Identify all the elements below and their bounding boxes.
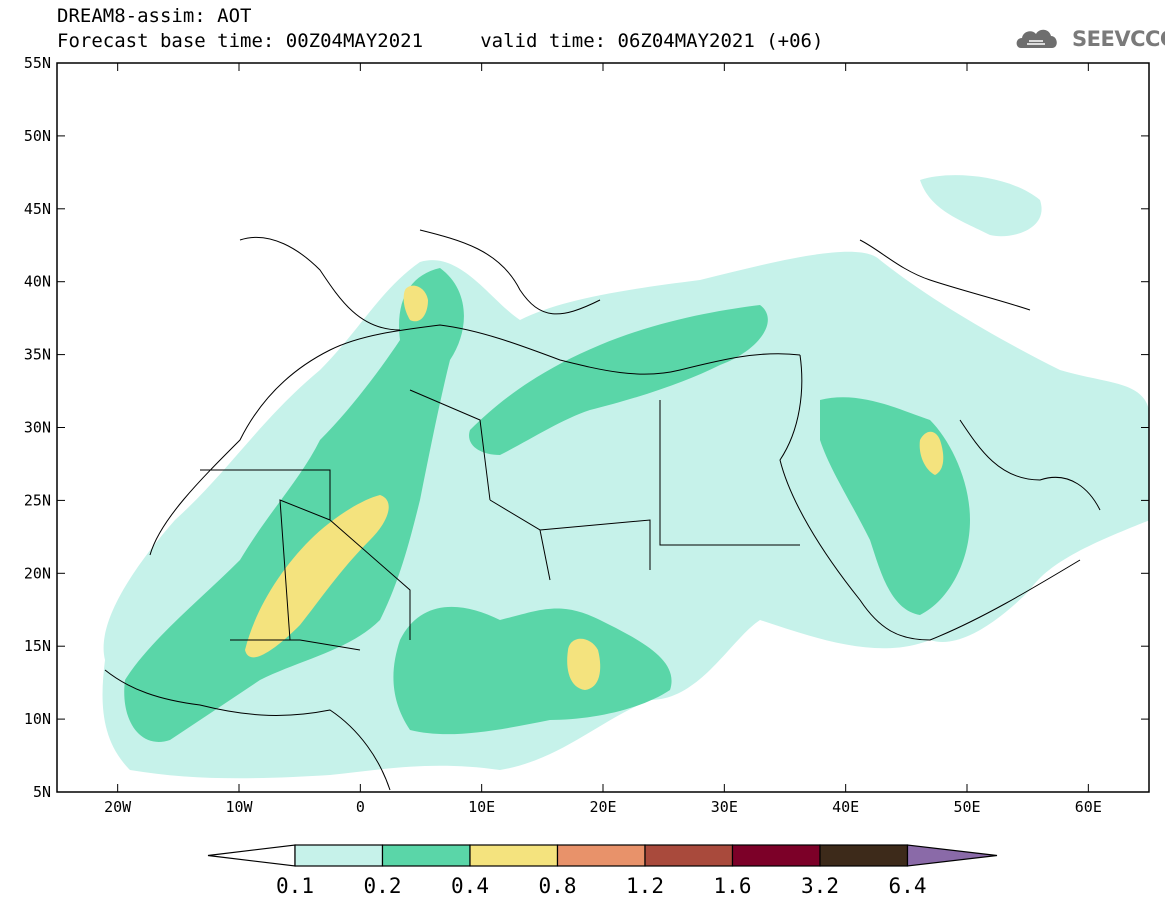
lat-tick-label: 5N <box>33 783 51 801</box>
aot-level-yellow-chad <box>567 638 601 690</box>
colorbar-segment <box>556 844 646 867</box>
colorbar: 0.1 0.2 0.4 0.8 1.2 1.6 3.2 6.4 <box>207 844 998 898</box>
aot-level-green-west <box>124 268 464 742</box>
lon-tick-label: 60E <box>1075 798 1102 816</box>
aot-level-yellow-algeria <box>403 285 428 322</box>
seevccc-cloud-logo-icon <box>1016 29 1057 48</box>
lon-tick-label: 40E <box>832 798 859 816</box>
colorbar-level-label: 6.4 <box>889 874 927 898</box>
lon-tick-label: 20E <box>589 798 616 816</box>
aot-level-light-east <box>920 175 1042 237</box>
colorbar-upper-arrow <box>906 844 998 867</box>
lon-tick-label: 10E <box>468 798 495 816</box>
aot-level-green-central <box>393 606 672 735</box>
coastlines <box>104 229 1101 791</box>
latitude-axis: 55N 50N 45N 40N 35N 30N 25N 20N 15N 10N 5N <box>24 54 1149 801</box>
colorbar-level-label: 0.4 <box>451 874 489 898</box>
lat-tick-label: 15N <box>24 637 51 655</box>
map-title: DREAM8-assim: AOT <box>57 5 252 27</box>
colorbar-level-label: 3.2 <box>801 874 839 898</box>
aot-level-yellow-iraq <box>919 431 944 475</box>
forecast-time-line: Forecast base time: 00Z04MAY2021 valid t… <box>57 30 824 52</box>
colorbar-level-label: 1.6 <box>714 874 752 898</box>
colorbar-segment <box>294 844 384 867</box>
colorbar-segment <box>644 844 734 867</box>
lat-tick-label: 35N <box>24 346 51 364</box>
colorbar-segment <box>731 844 821 867</box>
lon-tick-label: 50E <box>953 798 980 816</box>
colorbar-level-label: 0.1 <box>276 874 314 898</box>
colorbar-segment <box>381 844 471 867</box>
lon-tick-label: 10W <box>225 798 253 816</box>
lon-tick-label: 0 <box>356 798 365 816</box>
lat-tick-label: 50N <box>24 127 51 145</box>
longitude-axis: 20W 10W 0 10E 20E 30E 40E 50E 60E <box>104 63 1102 816</box>
lon-tick-label: 30E <box>711 798 738 816</box>
lat-tick-label: 30N <box>24 419 51 437</box>
aot-level-yellow-sahel <box>245 495 389 658</box>
colorbar-level-label: 0.8 <box>539 874 577 898</box>
lat-tick-label: 45N <box>24 200 51 218</box>
colorbar-level-label: 1.2 <box>626 874 664 898</box>
logo-text: SEEVCCC <box>1072 27 1165 51</box>
lat-tick-label: 10N <box>24 710 51 728</box>
lat-tick-label: 40N <box>24 273 51 291</box>
colorbar-segment <box>819 844 909 867</box>
colorbar-level-label: 0.2 <box>364 874 402 898</box>
aot-level-light <box>102 251 1149 779</box>
lat-tick-label: 25N <box>24 491 51 509</box>
colorbar-segment <box>469 844 559 867</box>
colorbar-lower-arrow <box>207 844 296 867</box>
lat-tick-label: 20N <box>24 564 51 582</box>
aot-level-green-med <box>469 305 768 455</box>
lon-tick-label: 20W <box>104 798 132 816</box>
lat-tick-label: 55N <box>24 54 51 72</box>
aot-field <box>102 175 1149 779</box>
